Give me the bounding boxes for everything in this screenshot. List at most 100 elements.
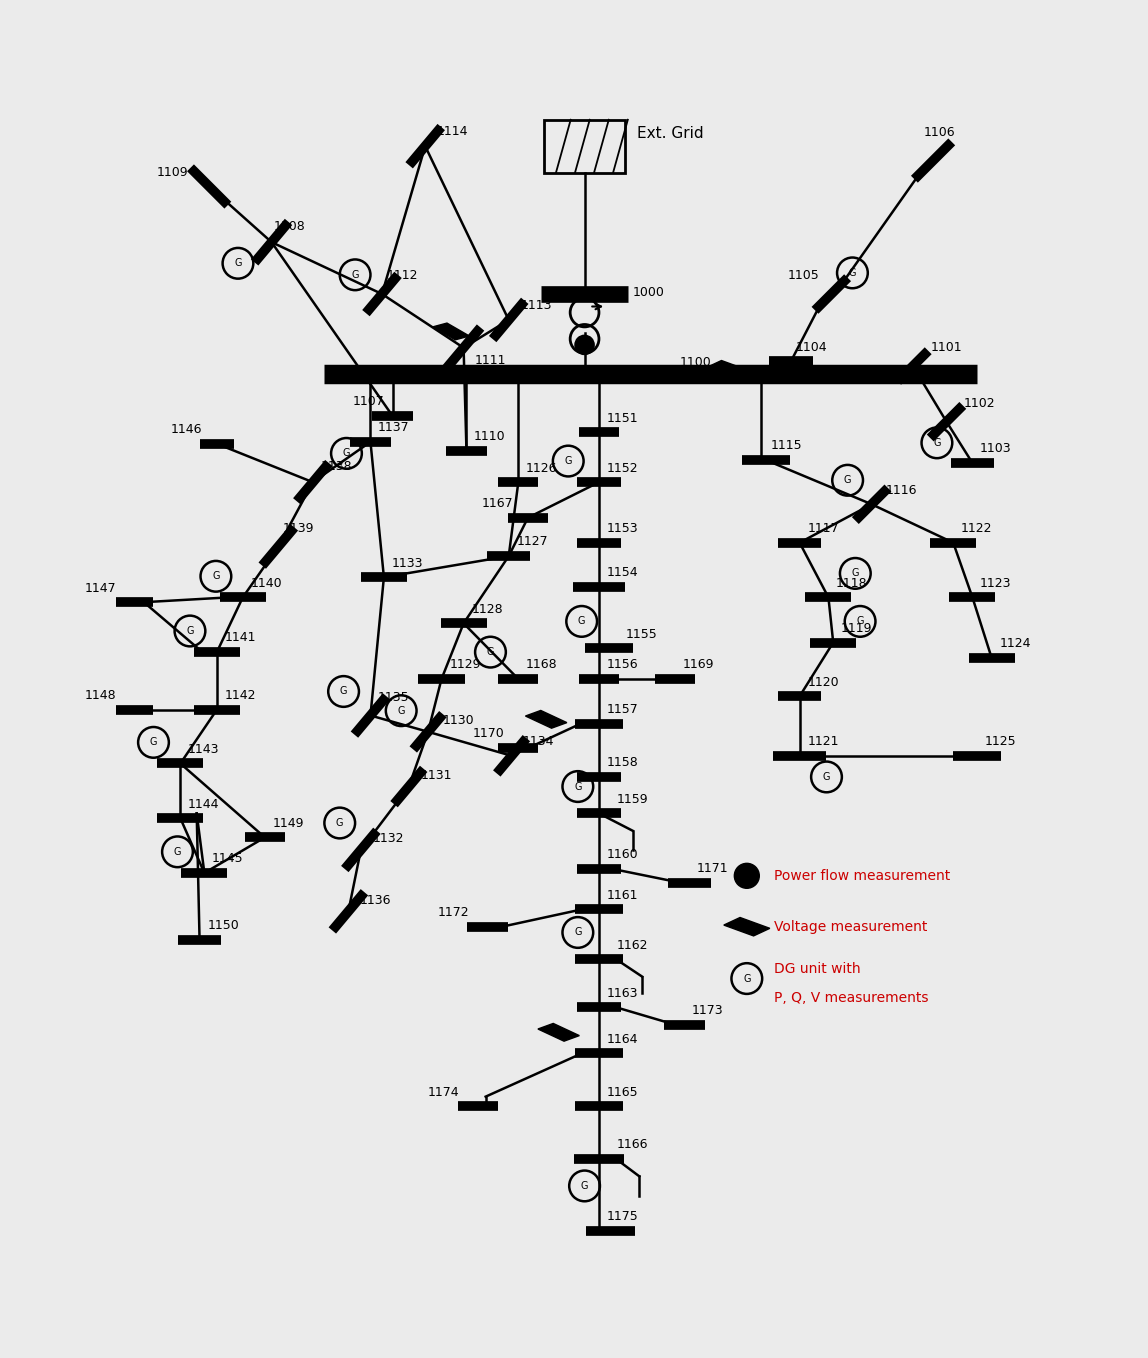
Text: G: G (343, 448, 350, 459)
Text: 1164: 1164 (606, 1032, 638, 1046)
Text: 1145: 1145 (212, 853, 243, 865)
Text: 1156: 1156 (606, 659, 638, 671)
Text: 1116: 1116 (886, 483, 917, 497)
Text: G: G (186, 626, 194, 636)
Text: 1137: 1137 (378, 421, 410, 435)
Polygon shape (538, 1024, 580, 1042)
Text: 1168: 1168 (526, 659, 558, 671)
Text: 1105: 1105 (788, 269, 820, 282)
Text: 1128: 1128 (472, 603, 503, 615)
Text: 1119: 1119 (840, 622, 872, 634)
Text: 1101: 1101 (930, 341, 962, 354)
Text: 1108: 1108 (273, 220, 305, 232)
Text: 1131: 1131 (420, 769, 452, 782)
Text: 1100: 1100 (680, 356, 712, 369)
Text: 1129: 1129 (449, 659, 481, 671)
Text: 1123: 1123 (980, 577, 1011, 589)
Text: G: G (397, 706, 405, 716)
Text: G: G (848, 268, 856, 278)
Text: 1173: 1173 (692, 1004, 723, 1017)
Text: 1138: 1138 (320, 459, 352, 473)
Text: 1150: 1150 (208, 919, 239, 933)
Text: 1139: 1139 (284, 521, 315, 535)
Text: 1103: 1103 (980, 443, 1011, 455)
Text: 1124: 1124 (999, 637, 1031, 650)
Text: 1149: 1149 (272, 816, 304, 830)
Text: 1134: 1134 (523, 735, 554, 748)
Text: 1135: 1135 (378, 691, 410, 703)
Text: 1143: 1143 (188, 743, 219, 756)
Text: 1118: 1118 (836, 577, 868, 589)
Text: G: G (581, 1181, 588, 1191)
Text: Power flow measurement: Power flow measurement (774, 869, 949, 883)
Text: 1158: 1158 (606, 756, 638, 769)
Text: 1115: 1115 (770, 440, 802, 452)
Text: 1154: 1154 (606, 566, 638, 579)
Text: G: G (340, 687, 348, 697)
Text: G: G (933, 437, 940, 448)
Text: 1157: 1157 (606, 703, 638, 717)
Text: 1121: 1121 (807, 735, 839, 748)
Text: 1136: 1136 (360, 894, 391, 907)
Text: 1170: 1170 (472, 728, 504, 740)
Text: 1127: 1127 (517, 535, 548, 549)
Text: 1112: 1112 (387, 269, 418, 282)
Text: G: G (212, 572, 219, 581)
Text: 1107: 1107 (352, 395, 383, 409)
Text: 1159: 1159 (616, 793, 647, 805)
Text: 1144: 1144 (188, 797, 219, 811)
Text: 1109: 1109 (156, 166, 188, 179)
Text: 1172: 1172 (437, 906, 470, 919)
Text: 1142: 1142 (225, 689, 256, 702)
Text: 1165: 1165 (606, 1085, 638, 1099)
Text: G: G (336, 818, 343, 828)
Text: 1120: 1120 (807, 675, 839, 689)
Text: 1114: 1114 (436, 125, 468, 139)
Text: 1106: 1106 (923, 126, 955, 140)
Text: 1125: 1125 (985, 735, 1016, 748)
Text: G: G (234, 258, 242, 269)
Text: Voltage measurement: Voltage measurement (774, 919, 928, 934)
Text: 1146: 1146 (171, 424, 202, 436)
Text: 1113: 1113 (520, 299, 552, 312)
Polygon shape (526, 710, 567, 728)
Text: G: G (565, 456, 572, 466)
Text: G: G (852, 569, 859, 579)
Text: 1167: 1167 (482, 497, 513, 511)
Text: G: G (577, 617, 585, 626)
Circle shape (735, 864, 759, 888)
Text: 1126: 1126 (526, 462, 558, 474)
Text: G: G (743, 974, 751, 983)
Text: 1104: 1104 (796, 341, 828, 353)
Text: G: G (149, 737, 157, 747)
Text: 1111: 1111 (475, 354, 506, 367)
Bar (544, 120, 626, 172)
Text: 1132: 1132 (372, 832, 404, 845)
Text: G: G (574, 928, 582, 937)
Text: 1155: 1155 (626, 627, 658, 641)
Text: 1160: 1160 (606, 849, 638, 861)
Text: DG unit with: DG unit with (774, 961, 860, 976)
Polygon shape (723, 918, 770, 936)
Text: Ext. Grid: Ext. Grid (637, 126, 704, 141)
Polygon shape (707, 360, 748, 378)
Text: 1162: 1162 (616, 938, 647, 952)
Text: 1110: 1110 (474, 430, 506, 443)
Text: G: G (173, 847, 181, 857)
Circle shape (575, 335, 595, 354)
Text: G: G (351, 270, 359, 280)
Text: 1147: 1147 (84, 581, 116, 595)
Text: G: G (574, 781, 582, 792)
Text: P, Q, V measurements: P, Q, V measurements (774, 991, 929, 1005)
Text: 1117: 1117 (807, 521, 839, 535)
Text: 1130: 1130 (442, 714, 474, 727)
Text: 1163: 1163 (606, 987, 638, 999)
Text: 1174: 1174 (428, 1085, 459, 1099)
Text: 1000: 1000 (633, 285, 665, 299)
Polygon shape (433, 323, 470, 340)
Text: 1171: 1171 (697, 862, 729, 875)
Text: 1102: 1102 (964, 397, 995, 410)
Text: 1141: 1141 (225, 631, 256, 645)
Text: G: G (823, 771, 830, 782)
Text: 1122: 1122 (961, 521, 992, 535)
